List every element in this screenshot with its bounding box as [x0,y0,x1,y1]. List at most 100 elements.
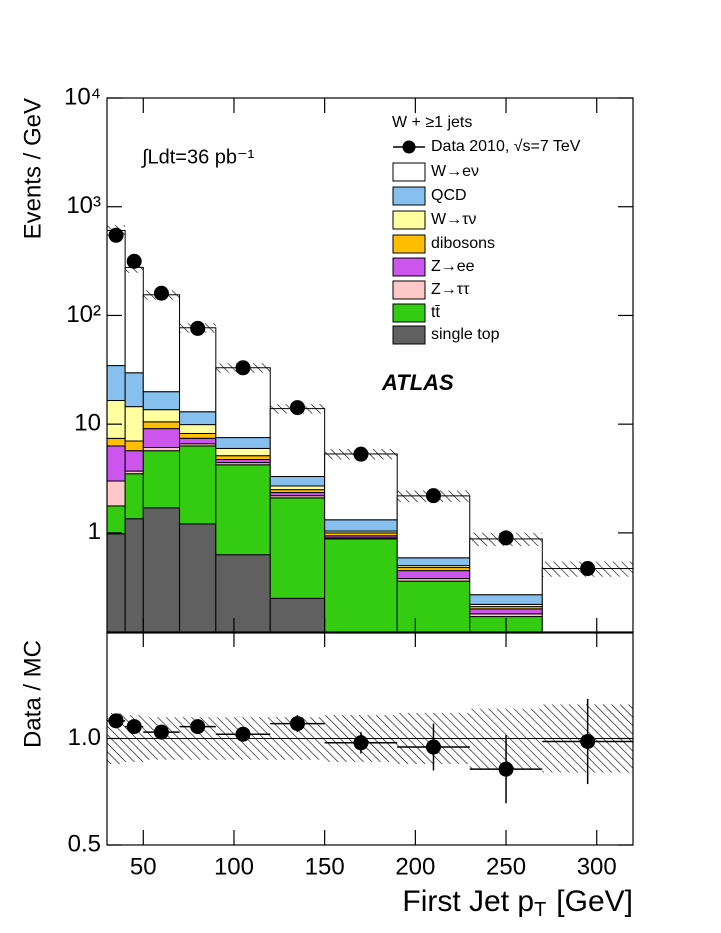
stack-bar [396,557,471,567]
x-tick-label: 100 [214,853,254,880]
atlas-label: ATLAS [381,370,454,395]
data-point [190,320,206,336]
legend-label: Z→ττ [431,281,470,298]
stack-bar [107,505,126,535]
x-tick-label: 50 [130,853,157,880]
stack-bar [324,519,398,532]
legend-label: W→eν [431,163,479,180]
stack-bar [179,424,217,434]
legend-swatch [392,186,426,206]
data-point [190,719,206,735]
data-point [153,285,169,301]
stack-bar [107,229,126,367]
legend-swatch [392,325,426,345]
stack-bar [542,642,633,644]
stack-bar [107,400,126,439]
stack-bar [142,428,181,449]
stack-bar [124,440,144,452]
y-tick-label: 10⁴ [64,83,101,110]
main-plot [107,225,633,653]
data-point [580,733,596,749]
legend-swatch [392,210,426,230]
x-label-sub: T [534,899,546,921]
stack-bar [542,647,633,653]
data-point [353,735,369,751]
data-point [108,227,124,243]
data-point [498,530,514,546]
y-tick-label: 10² [66,301,101,328]
stack-bar [107,445,126,482]
stack-bar [215,367,271,439]
stack-bar [396,570,471,580]
data-point [425,739,441,755]
stack-bar [142,391,181,411]
stack-bar [541,568,633,633]
stack-bar [124,518,144,633]
stack-bar [107,365,126,402]
legend-data-marker [402,140,416,154]
data-point [235,726,251,742]
stack-bar [107,533,126,633]
y-axis-label: Events / GeV [19,98,46,239]
legend: Data 2010, √s=7 TeV W→eν QCD W→τν dibosons Z→… [392,138,581,345]
stack-bar [542,644,633,647]
y-tick-label: 0.5 [68,830,101,857]
legend-label: Data 2010, √s=7 TeV [431,138,581,155]
x-label-main: First Jet p [402,885,534,918]
legend-label: Z→ee [431,258,475,275]
ratio-frame [106,631,634,846]
stack-bar [215,437,271,449]
stack-bar [324,538,398,633]
data-point [580,561,596,577]
data-point [498,761,514,777]
x-tick-label: 300 [577,853,617,880]
main-frame [106,97,634,634]
stack-bar [215,464,271,556]
axes: 10⁴ 10³ 10² 10 1 0.5 1.0 50 100 150 200 250 300 [64,83,633,880]
legend-swatch [392,303,426,323]
stack-bar [179,411,217,426]
stack-bar [324,453,398,521]
stack-bar [469,608,543,615]
data-point [289,716,305,732]
data-point [108,713,124,729]
y-tick-label: 10 [74,410,101,437]
stack-bar [124,450,144,472]
luminosity-annotation: ∫Ldt=36 pb⁻¹ [141,146,255,168]
stack-bar [179,432,217,439]
legend-label: QCD [431,187,467,204]
stack-bar [142,507,181,633]
stack-bar [269,485,326,491]
stack-bar [269,597,326,633]
stack-bar [124,473,144,520]
stack-bar [396,495,471,559]
stack-bar [124,266,144,374]
y-tick-label: 10³ [66,192,101,219]
stack-bar [469,538,543,596]
legend-label: single top [431,326,500,343]
data-point [235,360,251,376]
legend-swatch [392,162,426,182]
stack-bar [124,406,144,442]
stack-bar [179,327,217,413]
stack-bar [269,476,326,487]
legend-swatch [392,280,426,300]
legend-label: W→τν [431,211,476,228]
stack-bar [142,421,181,430]
stack-bar [396,580,471,633]
stack-bar [469,594,543,605]
ratio-y-axis-label: Data / MC [19,640,46,748]
data-point [126,253,142,269]
stack-bar [142,294,181,393]
data-point [289,400,305,416]
stack-bar [142,409,181,423]
legend-label: dibosons [431,235,495,252]
stack-bar [541,632,633,633]
x-tick-label: 250 [486,853,526,880]
stack-bar [269,408,326,478]
legend-label: tt̄ [431,304,440,321]
stack-bar [215,447,271,457]
y-tick-label: 1.0 [68,724,101,751]
data-point [153,724,169,740]
